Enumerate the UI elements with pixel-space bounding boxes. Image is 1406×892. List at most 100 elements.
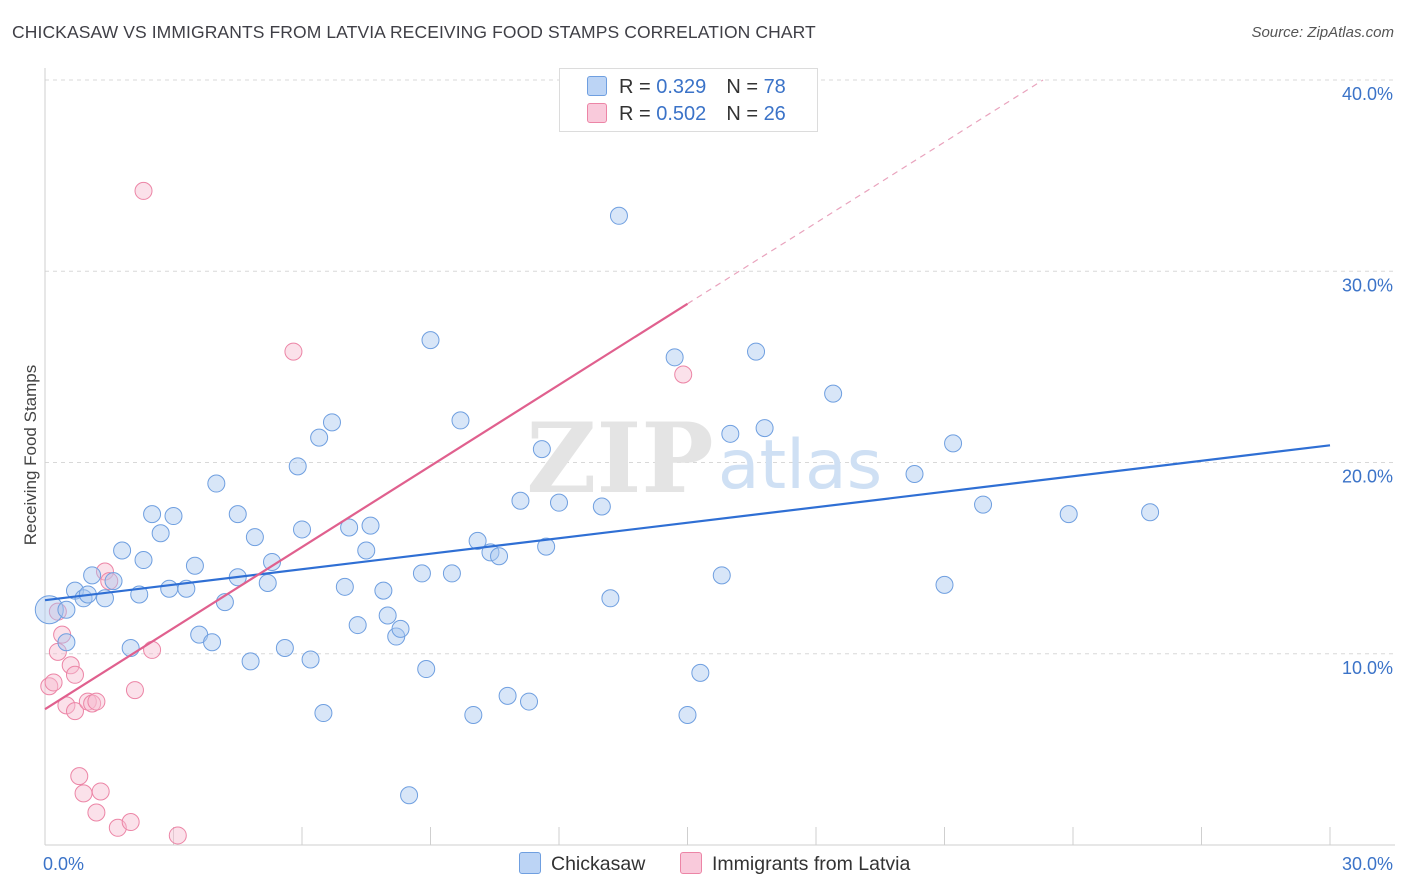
data-point-chickasaw	[275, 639, 294, 658]
legend-row-latvia: R = 0.502 N = 26	[587, 103, 786, 127]
legend-row-chickasaw: R = 0.329 N = 78	[587, 76, 786, 100]
legend-n-value: 26	[763, 103, 786, 125]
axes	[44, 68, 1395, 846]
data-point-chickasaw	[57, 600, 76, 619]
data-point-chickasaw	[498, 686, 517, 705]
data-point-chickasaw	[400, 786, 419, 805]
data-point-chickasaw	[113, 541, 132, 560]
latvia-points	[40, 181, 693, 845]
legend-n-label: N =	[726, 76, 764, 98]
x-tick-label: 0.0%	[43, 854, 84, 874]
data-point-latvia	[70, 767, 89, 786]
bottom-legend-latvia: Immigrants from Latvia	[680, 852, 910, 876]
data-point-latvia	[91, 782, 110, 801]
data-point-chickasaw	[207, 474, 226, 493]
data-point-chickasaw	[1141, 503, 1160, 522]
data-point-chickasaw	[550, 493, 568, 512]
data-point-chickasaw	[357, 541, 376, 560]
y-tick-label: 40.0%	[1342, 84, 1393, 104]
watermark-atlas: atlas	[718, 426, 882, 505]
data-point-chickasaw	[288, 457, 307, 476]
data-point-latvia	[74, 784, 93, 803]
legend-r-label: R =	[619, 76, 657, 98]
data-point-latvia	[87, 692, 106, 711]
bottom-legend-label: Immigrants from Latvia	[712, 853, 911, 875]
bottom-legend-label: Chickasaw	[551, 853, 646, 875]
bottom-legend-swatch-blue	[519, 852, 541, 874]
legend-r-value: 0.502	[656, 103, 707, 125]
y-axis-label: Receiving Food Stamps	[21, 365, 40, 545]
data-point-chickasaw	[665, 348, 684, 367]
data-point-chickasaw	[974, 495, 993, 514]
data-point-chickasaw	[263, 552, 282, 571]
legend-r-label: R =	[619, 103, 657, 125]
legend-swatch-pink	[587, 103, 607, 123]
data-point-chickasaw	[293, 520, 311, 539]
data-point-chickasaw	[301, 650, 320, 669]
chickasaw-points	[34, 206, 1160, 805]
source-label: Source: ZipAtlas.com	[1251, 24, 1394, 41]
data-point-latvia	[65, 702, 84, 721]
legend: R = 0.329 N = 78 R = 0.502 N = 26	[559, 68, 818, 132]
data-point-chickasaw	[34, 595, 64, 625]
data-point-latvia	[61, 656, 80, 675]
data-point-chickasaw	[340, 518, 359, 537]
data-point-chickasaw	[258, 573, 277, 592]
data-point-chickasaw	[374, 581, 393, 600]
data-point-latvia	[100, 572, 119, 591]
watermark-zip: ZIP	[526, 402, 713, 515]
data-point-chickasaw	[464, 705, 483, 724]
data-point-chickasaw	[335, 577, 354, 596]
data-point-latvia	[44, 673, 63, 692]
data-point-chickasaw	[164, 507, 183, 526]
data-point-latvia	[121, 813, 140, 832]
data-point-latvia	[134, 181, 153, 200]
data-point-chickasaw	[314, 704, 333, 723]
data-point-chickasaw	[322, 413, 341, 432]
watermark: ZIP atlas	[526, 402, 882, 515]
data-point-chickasaw	[378, 606, 397, 625]
data-point-chickasaw	[747, 342, 766, 361]
data-point-chickasaw	[391, 619, 410, 638]
data-point-chickasaw	[944, 434, 963, 453]
data-point-chickasaw	[490, 547, 509, 566]
data-point-latvia	[284, 342, 303, 361]
data-point-latvia	[674, 365, 693, 384]
data-point-chickasaw	[592, 497, 611, 516]
data-point-chickasaw	[691, 663, 710, 682]
bottom-legend-swatch-pink	[680, 852, 702, 874]
data-point-latvia	[125, 681, 144, 700]
trend-line-latvia	[44, 302, 689, 711]
data-point-chickasaw	[609, 206, 628, 225]
data-point-chickasaw	[824, 384, 843, 403]
data-point-chickasaw	[417, 660, 436, 679]
data-point-chickasaw	[481, 543, 500, 562]
trend-line-latvia-extension	[687, 79, 1044, 305]
data-point-chickasaw	[134, 551, 153, 570]
data-point-chickasaw	[421, 331, 440, 350]
trend-lines	[44, 79, 1331, 711]
legend-n-value: 78	[763, 76, 786, 98]
tick-labels: 10.0% 20.0% 30.0% 40.0% 0.0% 30.0%	[43, 84, 1393, 874]
data-point-chickasaw	[520, 692, 539, 711]
data-point-chickasaw	[468, 531, 487, 550]
data-point-chickasaw	[185, 556, 204, 575]
data-point-chickasaw	[1059, 505, 1078, 524]
data-point-chickasaw	[412, 564, 431, 583]
data-point-chickasaw	[361, 516, 380, 535]
data-point-chickasaw	[601, 589, 620, 608]
data-point-chickasaw	[451, 411, 470, 430]
y-tick-label: 20.0%	[1342, 467, 1393, 487]
legend-n-label: N =	[726, 103, 764, 125]
chart-title: CHICKASAW VS IMMIGRANTS FROM LATVIA RECE…	[12, 22, 816, 42]
legend-swatch-blue	[587, 76, 607, 96]
data-point-chickasaw	[310, 428, 329, 447]
data-point-chickasaw	[348, 616, 367, 635]
legend-r-value: 0.329	[656, 76, 707, 98]
data-point-chickasaw	[143, 505, 162, 524]
data-point-chickasaw	[511, 491, 530, 510]
data-point-chickasaw	[151, 524, 170, 543]
data-point-chickasaw	[228, 505, 247, 524]
data-point-chickasaw	[721, 424, 740, 443]
